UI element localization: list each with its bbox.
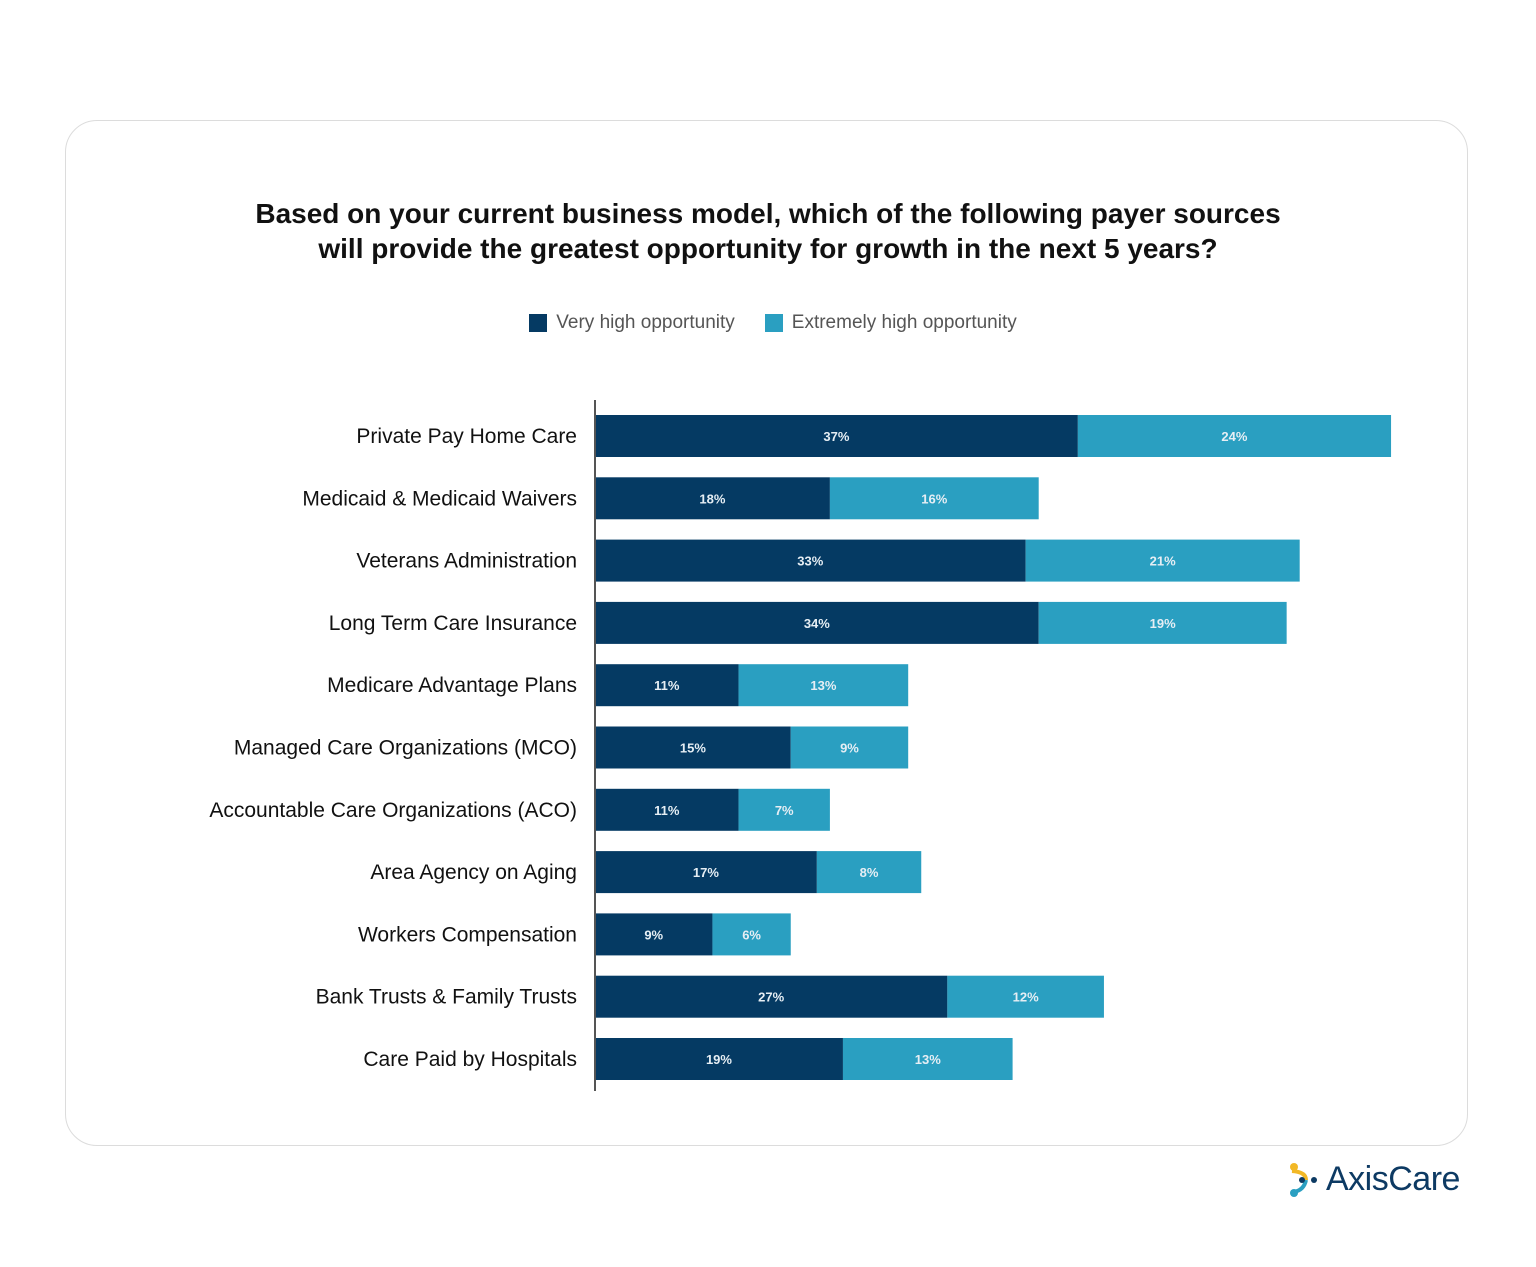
data-label: 13% — [810, 678, 836, 693]
data-label: 11% — [654, 803, 680, 818]
bar-segment — [738, 788, 830, 831]
category-label: Veterans Administration — [356, 550, 577, 573]
data-label: 33% — [797, 554, 823, 569]
data-label: 24% — [1221, 429, 1247, 444]
data-label: 15% — [680, 741, 706, 756]
bar-segment — [595, 851, 817, 894]
data-label: 27% — [758, 990, 784, 1005]
bar-segment — [595, 664, 739, 707]
data-label: 8% — [860, 865, 879, 880]
category-label: Medicaid & Medicaid Waivers — [302, 487, 577, 510]
data-label: 17% — [693, 865, 719, 880]
bar-segment — [790, 726, 909, 769]
data-label: 11% — [654, 678, 680, 693]
legend-swatch — [529, 314, 548, 332]
data-label: 7% — [775, 803, 794, 818]
bar-segment — [595, 539, 1026, 582]
logo-mark-icon — [1290, 1162, 1317, 1197]
bar-segment — [829, 477, 1039, 520]
axiscare-logo: AxisCare — [1288, 1160, 1460, 1199]
data-label: 9% — [840, 741, 859, 756]
bar-segment — [595, 415, 1078, 457]
bar-segment — [816, 851, 922, 894]
data-label: 18% — [699, 491, 725, 506]
chart-title: Based on your current business model, wh… — [255, 198, 1281, 264]
bar-segment — [595, 726, 791, 769]
data-label: 12% — [1013, 990, 1039, 1005]
bar-segment — [595, 1038, 843, 1080]
bar-segment — [595, 913, 713, 956]
data-label: 19% — [706, 1052, 732, 1067]
bar-segment — [947, 975, 1104, 1018]
category-label: Accountable Care Organizations (ACO) — [209, 799, 577, 822]
chart-card — [65, 120, 1468, 1146]
bar-segment — [712, 913, 791, 956]
category-label: Medicare Advantage Plans — [327, 674, 577, 697]
data-label: 19% — [1150, 616, 1176, 631]
category-label: Managed Care Organizations (MCO) — [234, 737, 577, 760]
category-label: Long Term Care Insurance — [329, 612, 577, 635]
legend-swatch — [764, 314, 783, 332]
data-label: 16% — [921, 491, 947, 506]
category-label: Care Paid by Hospitals — [363, 1048, 577, 1071]
legend-item-extremely-high: Extremely high opportunity — [764, 312, 1017, 334]
bar-segment — [595, 788, 739, 831]
bar-segment — [1077, 415, 1392, 457]
data-label: 6% — [742, 927, 761, 942]
bar-segment — [842, 1038, 1013, 1080]
category-label: Private Pay Home Care — [356, 425, 577, 448]
bar-segment — [1025, 539, 1300, 582]
bar-segment — [595, 601, 1039, 644]
bar-segment — [738, 664, 909, 707]
data-label: 37% — [823, 429, 849, 444]
data-label: 13% — [915, 1052, 941, 1067]
legend: Very high opportunity Extremely high opp… — [0, 312, 1536, 334]
data-label: 34% — [804, 616, 830, 631]
category-label: Bank Trusts & Family Trusts — [316, 986, 577, 1009]
bar-segment — [595, 477, 830, 520]
bar-segment — [595, 975, 948, 1018]
data-label: 9% — [644, 927, 663, 942]
legend-item-very-high: Very high opportunity — [529, 312, 735, 334]
category-label: Workers Compensation — [358, 923, 577, 946]
bar-segment — [1038, 601, 1287, 644]
data-label: 21% — [1150, 554, 1176, 569]
category-label: Area Agency on Aging — [370, 861, 577, 884]
